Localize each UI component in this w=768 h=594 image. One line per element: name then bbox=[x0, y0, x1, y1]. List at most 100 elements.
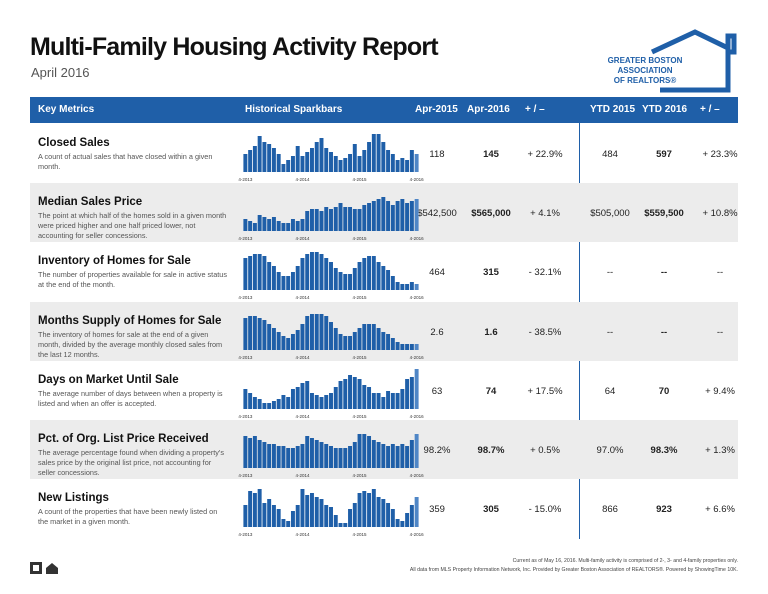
sparkbar bbox=[381, 266, 386, 291]
sparkbar bbox=[343, 523, 348, 528]
metric-name: Inventory of Homes for Sale bbox=[38, 255, 191, 268]
sparkbar bbox=[390, 392, 395, 409]
sparkbar bbox=[395, 392, 400, 409]
metric-name: Days on Market Until Sale bbox=[38, 373, 179, 386]
sparkbar bbox=[305, 315, 310, 350]
sparkbar bbox=[338, 523, 343, 528]
sparkbar bbox=[362, 384, 367, 409]
sparkbar bbox=[376, 327, 381, 350]
sparkbar-label: 4-2015 bbox=[353, 295, 368, 300]
sparkbar bbox=[295, 221, 300, 232]
metric-value: 70 bbox=[658, 385, 670, 397]
sparkbar bbox=[390, 276, 395, 291]
metric-value: $559,500 bbox=[644, 208, 684, 220]
metric-name: New Listings bbox=[38, 492, 109, 505]
sparkbar bbox=[414, 199, 419, 232]
sparkbar bbox=[357, 156, 362, 172]
sparkbar bbox=[324, 315, 329, 350]
metric-value: 2.6 bbox=[430, 326, 444, 338]
sparkbar bbox=[300, 156, 305, 172]
metric-value: + 17.5% bbox=[527, 385, 563, 397]
equal-housing-icon bbox=[46, 563, 58, 574]
sparkbar bbox=[367, 493, 372, 528]
sparkbar-label: 4-2016 bbox=[410, 532, 425, 537]
sparkbar bbox=[271, 400, 276, 409]
sparkbar bbox=[295, 386, 300, 409]
sparkbar bbox=[324, 258, 329, 291]
sparkbar bbox=[405, 513, 410, 528]
metric-value: - 15.0% bbox=[528, 504, 562, 516]
sparkbar bbox=[362, 205, 367, 232]
sparkbar bbox=[290, 333, 295, 350]
metric-value: -- bbox=[716, 267, 724, 279]
sparkbar bbox=[386, 390, 391, 409]
sparkbar bbox=[252, 436, 257, 468]
sparkbar bbox=[348, 274, 353, 291]
sparkbar bbox=[395, 446, 400, 468]
sparkbar bbox=[271, 148, 276, 172]
metric-value: 866 bbox=[602, 504, 618, 516]
sparkbar bbox=[333, 515, 338, 528]
sparkbar bbox=[305, 380, 310, 409]
sparkbar bbox=[400, 158, 405, 172]
sparkbar bbox=[286, 160, 291, 172]
sparkbar bbox=[338, 380, 343, 409]
sparkbar bbox=[329, 507, 333, 528]
sparkbar bbox=[390, 444, 395, 468]
sparkbar-label: 4-2016 bbox=[410, 177, 425, 182]
sparkbar bbox=[367, 436, 372, 468]
sparkbar bbox=[305, 254, 310, 291]
metric-value: 597 bbox=[656, 149, 672, 160]
sparkbar bbox=[381, 197, 386, 232]
sparkbar bbox=[248, 491, 253, 528]
sparkbar bbox=[348, 154, 353, 172]
sparkbar bbox=[248, 315, 253, 350]
sparkbar bbox=[281, 394, 286, 409]
sparkbar bbox=[371, 256, 376, 291]
sparkbar bbox=[271, 266, 276, 291]
sparkbar bbox=[381, 499, 386, 528]
metric-value: + 6.6% bbox=[705, 504, 735, 516]
sparkbar bbox=[290, 388, 295, 409]
sparkbar bbox=[243, 436, 248, 468]
sparkbar bbox=[300, 258, 305, 291]
sparkbar bbox=[400, 521, 405, 528]
sparkbar bbox=[405, 160, 410, 172]
sparkbar bbox=[405, 378, 410, 409]
metric-value: -- bbox=[606, 267, 614, 279]
metric-value: + 1.3% bbox=[705, 445, 735, 456]
sparkbar bbox=[414, 154, 419, 172]
sparkbar bbox=[276, 272, 281, 291]
sparkbar bbox=[343, 448, 348, 468]
sparkbar bbox=[290, 448, 295, 468]
sparkbar-label: 4-2015 bbox=[353, 414, 368, 419]
column-header: YTD 2015 bbox=[590, 104, 636, 115]
sparkbar bbox=[252, 396, 257, 409]
sparkbar-label: 4-2015 bbox=[353, 473, 368, 478]
sparkbar-label: 4-2015 bbox=[353, 236, 368, 241]
metric-name: Months Supply of Homes for Sale bbox=[38, 314, 222, 327]
sparkbar bbox=[376, 262, 381, 291]
sparkbar bbox=[343, 335, 348, 350]
sparkbar bbox=[262, 256, 267, 291]
sparkbar bbox=[243, 219, 248, 232]
metric-value: + 9.4% bbox=[705, 385, 735, 397]
sparkbar bbox=[290, 272, 295, 291]
sparkbar-label: 4-2013 bbox=[238, 414, 253, 419]
metric-value: 118 bbox=[429, 149, 445, 160]
sparkbar bbox=[409, 343, 414, 350]
sparkbar bbox=[376, 199, 381, 232]
sparkbar bbox=[314, 209, 319, 232]
sparkbar bbox=[252, 493, 257, 528]
sparkbar bbox=[276, 509, 281, 528]
sparkbar bbox=[386, 503, 391, 528]
sparkbar bbox=[286, 448, 291, 468]
table-row: Days on Market Until Sale The average num… bbox=[30, 361, 738, 420]
sparkbar bbox=[409, 201, 414, 232]
sparkbar bbox=[414, 497, 419, 528]
sparkbar bbox=[300, 444, 305, 468]
metric-description: The inventory of homes for sale at the e… bbox=[38, 329, 223, 359]
sparkbar-label: 4-2016 bbox=[410, 355, 425, 360]
sparkbar bbox=[262, 402, 267, 409]
table-row: New Listings A count of the properties th… bbox=[30, 479, 738, 538]
